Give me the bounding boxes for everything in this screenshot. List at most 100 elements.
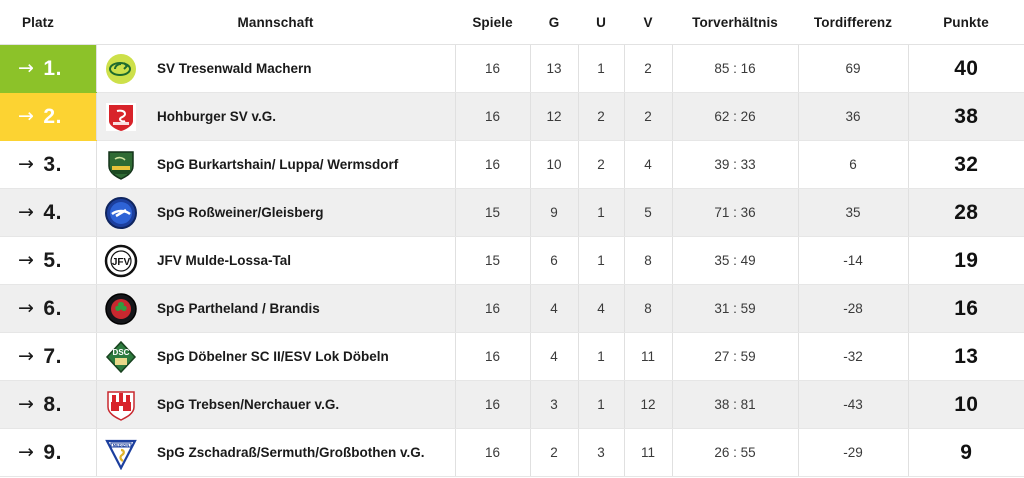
team-name[interactable]: SpG Zschadraß/Sermuth/Großbothen v.G. — [146, 428, 456, 477]
games-lost: 2 — [623, 92, 673, 141]
team-name[interactable]: SpG Döbelner SC II/ESV Lok Döbeln — [146, 332, 456, 381]
rank-value: 5. — [43, 248, 62, 272]
goal-difference: -32 — [797, 332, 909, 381]
goal-ratio: 27 : 59 — [671, 332, 799, 381]
rank-value: 6. — [43, 296, 62, 320]
goal-ratio: 31 : 59 — [671, 284, 799, 333]
points-value: 40 — [907, 44, 1024, 93]
team-name[interactable]: SV Tresenwald Machern — [146, 44, 456, 93]
games-drawn: 4 — [577, 284, 625, 333]
svg-text:JFV: JFV — [112, 257, 131, 268]
svg-text:MEDIZIN: MEDIZIN — [113, 442, 130, 447]
rank-cell: → 6. — [0, 284, 96, 333]
games-played: 16 — [454, 332, 531, 381]
rank-cell: → 8. — [0, 380, 96, 429]
goal-ratio: 35 : 49 — [671, 236, 799, 285]
column-header-lost[interactable]: V — [624, 0, 673, 45]
movement-arrow-icon: → — [18, 152, 35, 175]
team-crest-cell — [95, 188, 146, 237]
points-value: 28 — [907, 188, 1024, 237]
goal-ratio: 26 : 55 — [671, 428, 799, 477]
games-won: 10 — [529, 140, 579, 189]
points-value: 38 — [907, 92, 1024, 141]
goal-difference: 69 — [797, 44, 909, 93]
games-played: 15 — [454, 236, 531, 285]
points-value: 10 — [907, 380, 1024, 429]
team-name[interactable]: SpG Roßweiner/Gleisberg — [146, 188, 456, 237]
team-name[interactable]: Hohburger SV v.G. — [146, 92, 456, 141]
goal-difference: 35 — [797, 188, 909, 237]
spg-doebelner-sc-esv-lok-doebeln-crest: DSC — [104, 340, 138, 374]
games-played: 16 — [454, 284, 531, 333]
goal-difference: 6 — [797, 140, 909, 189]
table-row[interactable]: → 6. SpG Partheland / Brandis 16 4 4 8 31 : 59… — [0, 284, 1024, 333]
table-row[interactable]: → 1. SV Tresenwald Machern 16 13 1 2 85 : 16 69… — [0, 44, 1024, 93]
movement-arrow-icon: → — [18, 440, 35, 463]
points-value: 9 — [907, 428, 1024, 477]
column-header-points[interactable]: Punkte — [908, 0, 1024, 45]
movement-arrow-icon: → — [18, 296, 35, 319]
table-row[interactable]: → 3. SpG Burkartshain/ Luppa/ Wermsdorf 16… — [0, 140, 1024, 189]
column-header-rank[interactable]: Platz — [0, 0, 96, 45]
points-value: 13 — [907, 332, 1024, 381]
games-lost: 8 — [623, 284, 673, 333]
goal-ratio: 38 : 81 — [671, 380, 799, 429]
goal-ratio: 62 : 26 — [671, 92, 799, 141]
movement-arrow-icon: → — [18, 200, 35, 223]
team-name[interactable]: SpG Trebsen/Nerchauer v.G. — [146, 380, 456, 429]
column-header-drawn[interactable]: U — [578, 0, 625, 45]
table-row[interactable]: → 2. Hohburger SV v.G. 16 12 2 2 62 : 26 36 38 — [0, 92, 1024, 141]
movement-arrow-icon: → — [18, 344, 35, 367]
header-row: Platz Mannschaft Spiele G U V Torverhält… — [0, 0, 1024, 45]
sv-tresenwald-machern-crest — [104, 52, 138, 86]
column-header-goal-difference[interactable]: Tordifferenz — [798, 0, 909, 45]
rank-cell: → 1. — [0, 44, 96, 93]
table-row[interactable]: → 4. SpG Roßweiner/Gleisberg 15 9 1 5 71 : 36 3… — [0, 188, 1024, 237]
table-row[interactable]: → 9. MEDIZIN SpG Zschadraß/Sermuth/Großbo… — [0, 428, 1024, 477]
column-header-won[interactable]: G — [530, 0, 579, 45]
games-lost: 8 — [623, 236, 673, 285]
games-played: 16 — [454, 44, 531, 93]
team-crest-cell — [95, 140, 146, 189]
rank-cell: → 7. — [0, 332, 96, 381]
team-name[interactable]: JFV Mulde-Lossa-Tal — [146, 236, 456, 285]
table-row[interactable]: → 5. JFV JFV Mulde-Lossa-Tal 15 6 1 8 35 : 49 -1… — [0, 236, 1024, 285]
movement-arrow-icon: → — [18, 392, 35, 415]
goal-ratio: 85 : 16 — [671, 44, 799, 93]
team-name[interactable]: SpG Partheland / Brandis — [146, 284, 456, 333]
table-row[interactable]: → 8. SpG Trebsen/Nerchauer v.G. 16 3 1 12 38 :… — [0, 380, 1024, 429]
column-header-goals[interactable]: Torverhältnis — [672, 0, 799, 45]
games-played: 16 — [454, 92, 531, 141]
goal-difference: 36 — [797, 92, 909, 141]
jfv-mulde-lossa-tal-crest: JFV — [104, 244, 138, 278]
games-played: 16 — [454, 380, 531, 429]
games-drawn: 3 — [577, 428, 625, 477]
team-crest-cell — [95, 92, 146, 141]
table-row[interactable]: → 7. DSC SpG Döbelner SC II/ESV Lok Döbel… — [0, 332, 1024, 381]
goal-difference: -14 — [797, 236, 909, 285]
rank-value: 4. — [43, 200, 62, 224]
games-won: 4 — [529, 332, 579, 381]
hohburger-sv-crest — [104, 100, 138, 134]
team-name[interactable]: SpG Burkartshain/ Luppa/ Wermsdorf — [146, 140, 456, 189]
games-played: 16 — [454, 428, 531, 477]
movement-arrow-icon: → — [18, 248, 35, 271]
movement-arrow-icon: → — [18, 104, 35, 127]
goal-difference: -28 — [797, 284, 909, 333]
rank-value: 8. — [43, 392, 62, 416]
rank-cell: → 2. — [0, 92, 96, 141]
movement-arrow-icon: → — [18, 56, 35, 79]
games-drawn: 2 — [577, 140, 625, 189]
games-drawn: 1 — [577, 380, 625, 429]
column-header-games[interactable]: Spiele — [455, 0, 531, 45]
column-header-team[interactable]: Mannschaft — [96, 0, 456, 45]
goal-difference: -43 — [797, 380, 909, 429]
team-crest-cell: JFV — [95, 236, 146, 285]
rank-value: 2. — [43, 104, 62, 128]
games-won: 9 — [529, 188, 579, 237]
games-played: 16 — [454, 140, 531, 189]
games-won: 12 — [529, 92, 579, 141]
goal-ratio: 39 : 33 — [671, 140, 799, 189]
